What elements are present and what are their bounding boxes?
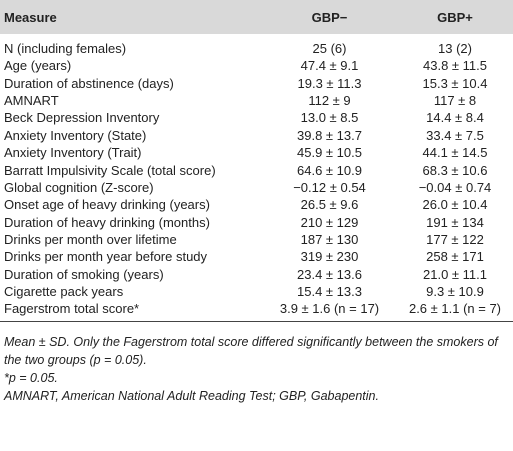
table-row: Onset age of heavy drinking (years) 26.5 … [0,196,513,213]
table-row: Anxiety Inventory (Trait) 45.9 ± 10.5 44.1… [0,144,513,161]
measure-cell: Cigarette pack years [4,284,124,300]
measure-cell: Drinks per month over lifetime [4,232,177,248]
footnote: AMNART, American National Adult Reading … [4,389,379,404]
value-cell: 19.3 ± 11.3 [297,75,362,91]
value-cell: 33.4 ± 7.5 [426,127,484,143]
value-cell: 25 (6) [312,41,347,56]
measure-cell: Anxiety Inventory (Trait) [4,145,142,161]
column-header: Measure [4,9,57,25]
footnotes: Mean ± SD. Only the Fagerstrom total sco… [0,322,513,405]
measure-cell: Fagerstrom total score* [0,300,262,323]
value-cell: 23.4 ± 13.6 [297,266,362,282]
footnote: *p = 0.05. [4,371,58,386]
value-cell: −0.04 ± 0.74 [418,179,492,195]
table-row: Fagerstrom total score* 3.9 ± 1.6 (n = 17… [0,300,513,323]
measure-cell: Anxiety Inventory (State) [4,127,147,143]
table-row: Cigarette pack years 15.4 ± 13.3 9.3 ± 10.… [0,283,513,300]
value-cell: 210 ± 129 [300,214,359,230]
value-cell: 191 ± 134 [426,214,484,230]
table-row: Duration of abstinence (days) 19.3 ± 11.3… [0,74,513,91]
value-cell: 117 ± 8 [433,92,477,108]
table-row: Duration of smoking (years) 23.4 ± 13.6 21… [0,266,513,283]
table-row: Beck Depression Inventory 13.0 ± 8.5 14.4 … [0,109,513,126]
value-cell: 68.3 ± 10.6 [422,162,488,178]
measure-cell: Duration of smoking (years) [4,266,164,282]
value-cell: 15.4 ± 13.3 [297,284,362,300]
measure-cell: Age (years) [4,58,72,74]
measure-cell: Global cognition (Z-score) [4,179,154,195]
value-cell: 43.8 ± 11.5 [423,58,487,74]
value-cell: 177 ± 122 [426,232,484,248]
table-row: Drinks per month year before study 319 ± … [0,248,513,265]
data-table: Measure GBP− GBP+ N (including females) 25 … [0,0,513,323]
measure-cell: AMNART [4,92,59,108]
measure-cell: N (including females) [4,41,127,56]
value-cell: 15.3 ± 10.4 [422,75,488,91]
value-cell: 14.4 ± 8.4 [426,110,484,126]
value-cell: 319 ± 230 [300,249,359,265]
value-cell: 13.0 ± 8.5 [300,110,359,126]
value-cell: 47.4 ± 9.1 [300,58,359,74]
table-row: Duration of heavy drinking (months) 210 ±… [0,214,513,231]
measure-cell: Duration of heavy drinking (months) [4,214,210,230]
measure-cell: Beck Depression Inventory [4,110,160,126]
table-row: Anxiety Inventory (State) 39.8 ± 13.7 33.4… [0,127,513,144]
column-header: GBP− [311,9,348,25]
value-cell: 45.9 ± 10.5 [297,145,362,161]
value-cell: −0.12 ± 0.54 [293,179,366,195]
value-cell: 39.8 ± 13.7 [297,127,362,143]
column-header: GBP+ [437,9,473,25]
footnote: Mean ± SD. Only the Fagerstrom total sco… [4,335,498,368]
value-cell: 64.6 ± 10.9 [297,162,362,178]
measure-cell: Drinks per month year before study [4,249,208,265]
value-cell: 44.1 ± 14.5 [422,145,488,161]
value-cell: 26.0 ± 10.4 [422,197,488,213]
value-cell: 13 (2) [438,41,472,56]
header-row: Measure GBP− GBP+ [0,0,513,34]
table-row: Age (years) 47.4 ± 9.1 43.8 ± 11.5 [0,57,513,74]
value-cell: 26.5 ± 9.6 [300,197,359,213]
value-cell: 21.0 ± 11.1 [423,266,487,282]
value-cell: 2.6 ± 1.1 (n = 7) [397,300,513,323]
measure-cell: Duration of abstinence (days) [4,75,174,91]
measure-cell: Onset age of heavy drinking (years) [4,197,210,213]
table-row: Drinks per month over lifetime 187 ± 130 1… [0,231,513,248]
table-row: AMNART 112 ± 9 117 ± 8 [0,92,513,109]
table-row: N (including females) 25 (6) 13 (2) [0,34,513,57]
value-cell: 9.3 ± 10.9 [426,284,484,300]
value-cell: 258 ± 171 [426,249,484,265]
value-cell: 3.9 ± 1.6 (n = 17) [262,300,397,323]
table-row: Global cognition (Z-score) −0.12 ± 0.54 −0… [0,179,513,196]
value-cell: 112 ± 9 [308,92,351,108]
table-row: Barratt Impulsivity Scale (total score) 6… [0,161,513,178]
measure-cell: Barratt Impulsivity Scale (total score) [4,162,216,178]
value-cell: 187 ± 130 [300,232,359,248]
